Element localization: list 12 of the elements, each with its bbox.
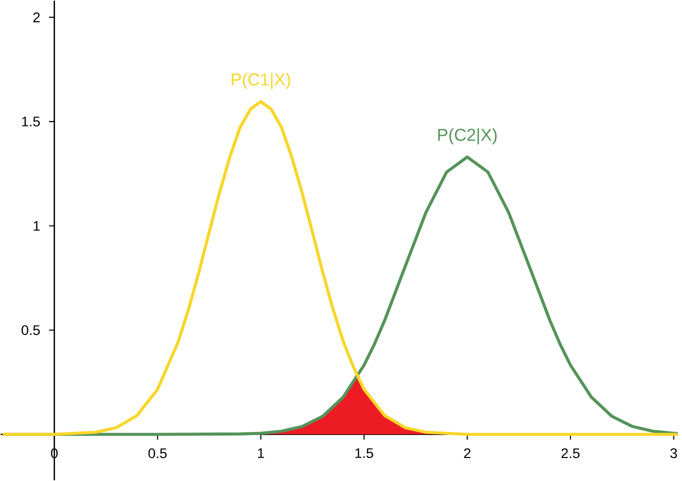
- series-label: P(C2|X): [438, 128, 497, 144]
- y-tick-label: 2: [33, 12, 40, 22]
- x-tick-label: 0.5: [148, 448, 167, 458]
- x-tick-label: 1: [258, 448, 264, 458]
- series-label: P(C1|X): [232, 72, 290, 90]
- x-tick-label: 2.5: [562, 448, 580, 458]
- x-tick-label: 3: [670, 448, 677, 458]
- y-tick-label: 1: [34, 221, 40, 231]
- x-tick-label: 2: [464, 448, 470, 458]
- y-tick-label: 0.5: [22, 325, 40, 336]
- y-tick-label: 1.5: [22, 116, 40, 126]
- x-tick-label: 1.5: [355, 448, 374, 458]
